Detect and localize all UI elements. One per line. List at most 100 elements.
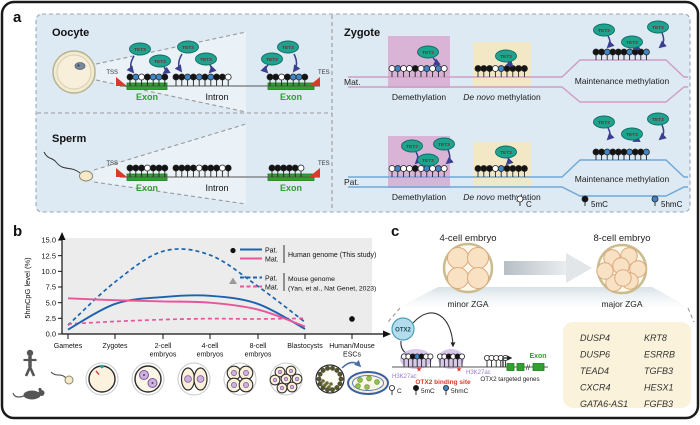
gene-name: GATA6-AS1	[580, 399, 628, 409]
cpg-5mc-lollipop	[126, 73, 134, 81]
x-tick-label: 2-cell embryos	[150, 343, 177, 359]
gene-name: TEAD4	[580, 366, 609, 376]
sequence-break-symbol: //	[526, 365, 530, 372]
cpg-5mc-lollipop	[201, 73, 209, 81]
cpg-5mc-lollipop	[224, 164, 232, 172]
legend-mat-label: Mat.	[265, 285, 279, 292]
cpg-5hmc-lollipop	[394, 65, 402, 72]
oocyte-title: Oocyte	[52, 27, 89, 39]
cpg-5mc-lollipop	[503, 65, 511, 72]
cpg-c-lollipop	[195, 164, 203, 172]
cpg-5mc-lollipop	[411, 165, 419, 172]
legend-5hmc-label: 5hmC	[661, 200, 683, 209]
tet3-enzyme-icon	[495, 145, 517, 159]
tet-action-arrow	[445, 149, 454, 165]
gene-name: CXCR4	[580, 383, 611, 393]
tet3-enzyme-label: TET3	[182, 45, 194, 51]
cpg-5mc-lollipop	[631, 48, 639, 56]
sperm-gene-track: TSS TES Exon Intron Exon	[106, 161, 329, 193]
cpg-5mc-lollipop	[126, 164, 134, 172]
cpg-5hmc-lollipop	[643, 148, 650, 156]
tet3-enzyme-icon	[149, 54, 171, 68]
cpg-5mc-lollipop	[620, 48, 628, 56]
cpg-5mc-lollipop	[172, 164, 180, 172]
cpg-5mc-lollipop	[515, 165, 522, 172]
cpg-5hmc-lollipop	[497, 65, 505, 72]
cpg-5hmc-lollipop	[289, 73, 297, 81]
exon-label: Exon	[136, 92, 158, 102]
series-human-genome-pat-	[67, 294, 306, 331]
cpg-5mc-lollipop	[201, 164, 209, 172]
demethylation-highlight-box	[388, 36, 450, 88]
minor-zga-label: minor ZGA	[447, 299, 488, 309]
cpg-5mc-lollipop	[291, 164, 299, 172]
cpg-5mc-lollipop	[609, 148, 617, 156]
sperm-title: Sperm	[52, 133, 86, 145]
cpg-5hmc-lollipop	[643, 48, 650, 56]
cpg-5mc-lollipop	[161, 164, 169, 172]
cpg-5mc-lollipop	[474, 165, 482, 172]
cpg-5hmc-lollipop	[626, 48, 633, 56]
chart-series	[67, 248, 355, 331]
maternal-lower-strand	[348, 86, 688, 103]
x-tick-label: Zygotes	[103, 343, 128, 350]
panel-a-label: a	[13, 9, 22, 26]
cpg-5mc-lollipop	[213, 73, 221, 81]
gene-name: KRT8	[644, 333, 667, 343]
gene-list-box	[563, 322, 691, 408]
cpg-5mc-lollipop	[486, 165, 494, 172]
cpg-5mc-lollipop	[280, 164, 288, 172]
cpg-5mc-lollipop	[615, 48, 622, 56]
cpg-5mc-lollipop	[178, 73, 186, 81]
y-axis-arrow-icon	[58, 232, 66, 240]
tet3-enzyme-label: TET3	[626, 132, 638, 138]
cpg-c-lollipop	[405, 65, 413, 72]
tes-label: TES	[318, 161, 330, 167]
zga-band	[400, 287, 688, 307]
gene-name: DUSP6	[580, 350, 610, 360]
zygote-icon	[131, 362, 165, 396]
cpg-c-lollipop	[388, 65, 396, 72]
tet-action-arrow	[174, 53, 183, 73]
tet3-enzyme-label: TET3	[438, 142, 450, 148]
cpg-5mc-lollipop	[480, 165, 488, 172]
cpg-5mc-lollipop	[411, 65, 419, 72]
cpg-c-lollipop	[278, 73, 286, 81]
cpg-5mc-lollipop	[474, 65, 482, 72]
four-cell-embryo-icon-large	[442, 242, 494, 294]
cpg-5hmc-lollipop	[434, 65, 442, 72]
x-axis-arrow-icon	[383, 330, 391, 338]
cpg-c-lollipop	[516, 195, 524, 203]
cpg-5mc-lollipop	[637, 48, 645, 56]
human-marker-icon	[230, 247, 236, 254]
cpg-5mc-lollipop	[138, 164, 146, 172]
cpg-5hmc-lollipop	[626, 148, 633, 156]
y-tick-label: 0.0	[46, 330, 56, 339]
cpg-5mc-lollipop	[149, 164, 157, 172]
development-arrow	[504, 253, 592, 283]
maternal-label: Mat.	[344, 77, 361, 87]
h3k27ac-label: H3K27ac	[392, 374, 417, 380]
cpg-5mc-lollipop	[189, 164, 197, 172]
denovo-highlight-box	[473, 42, 531, 88]
cpg-5mc-lollipop	[581, 195, 589, 203]
tet-action-arrow	[606, 127, 615, 141]
major-zga-label: major ZGA	[601, 299, 642, 309]
cone-line	[95, 31, 247, 65]
cpg-5mc-lollipop	[412, 384, 419, 391]
panel-c-label: c	[391, 223, 399, 240]
tet3-enzyme-icon	[177, 40, 199, 54]
cpg-5hmc-lollipop	[184, 73, 192, 81]
cpg-5mc-lollipop	[268, 164, 276, 172]
cpg-5mc-lollipop	[283, 73, 291, 81]
x-tick-label: Blastocysts	[287, 343, 323, 350]
cpg-5mc-lollipop	[218, 73, 226, 81]
cpg-5mc-lollipop	[213, 164, 221, 172]
human-icon	[23, 349, 37, 377]
exon-label: Exon	[529, 353, 546, 360]
esc-data-point	[349, 316, 355, 322]
y-tick-label: 5.0	[46, 298, 56, 307]
cpg-5hmc-lollipop	[155, 73, 163, 81]
cpg-c-lollipop	[224, 73, 232, 81]
tet3-enzyme-icon	[401, 139, 423, 153]
